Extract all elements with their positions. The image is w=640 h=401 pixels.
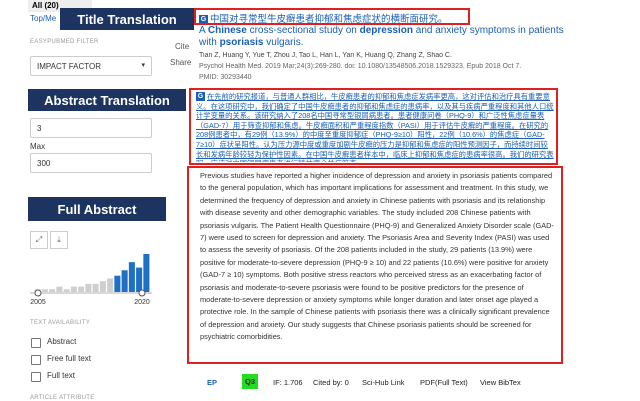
translated-abstract[interactable]: G 在先前的研究报道，与普通人群相比，牛皮癣患者的抑郁和焦虑症发病率更高，这对评估…	[196, 92, 554, 162]
histogram-bar[interactable]	[99, 281, 106, 292]
translated-title-text: 中国对寻常型牛皮癣患者抑郁和焦虑症状的横断面研究。	[210, 14, 448, 25]
histogram: 2005 2020	[30, 254, 152, 306]
histogram-bar[interactable]	[114, 275, 121, 292]
histogram-bar[interactable]	[41, 289, 48, 292]
checkbox[interactable]	[31, 355, 41, 365]
min-value: 3	[37, 124, 42, 133]
histogram-bar[interactable]	[121, 270, 128, 292]
highlight-box	[194, 8, 470, 25]
title-part: A	[199, 25, 208, 36]
translated-title[interactable]: G 中国对寻常型牛皮癣患者抑郁和焦虑症状的横断面研究。	[199, 11, 448, 25]
checkbox-label: Free full text	[47, 354, 92, 363]
title-part: Chinese	[207, 25, 247, 36]
min-input[interactable]: 3	[30, 118, 152, 138]
translated-abstract-text: 在先前的研究报道，与普通人群相比，牛皮癣患者的抑郁和焦虑症发病率更高，这对评估和…	[196, 92, 554, 162]
authors: Tian Z, Huang Y, Yue T, Zhou J, Tao L, H…	[199, 52, 452, 59]
select[interactable]: IMPACT FACTOR ▾	[30, 56, 152, 76]
abstract: Previous studies have reported a higher …	[200, 171, 554, 342]
title-part: cross-sectional study on	[246, 25, 360, 36]
article-attribute-heading: ARTICLE ATTRIBUTE	[30, 395, 95, 401]
filter-heading: EASYPUBMED FILTER	[30, 39, 99, 45]
histogram-bar[interactable]	[78, 286, 85, 292]
download-icon[interactable]: ⤓	[50, 231, 68, 249]
highlight-box	[189, 88, 558, 165]
bibtex-link[interactable]: View BibTex	[480, 378, 521, 387]
histogram-bar[interactable]	[85, 283, 92, 292]
pmid: PMID: 30293440	[199, 74, 252, 81]
histogram-bar[interactable]	[56, 286, 63, 292]
highlight-box	[187, 166, 563, 364]
annotation-label: Title Translation	[60, 8, 194, 30]
title-part: and anxiety symptoms in patients with	[199, 25, 564, 48]
histogram-bar[interactable]	[49, 289, 56, 292]
translate-icon: G	[199, 15, 208, 24]
scihub-link[interactable]: Sci-Hub Link	[362, 378, 405, 387]
histogram-bar[interactable]	[136, 267, 143, 292]
checkbox-label: Full text	[47, 371, 76, 380]
histogram-bar[interactable]	[107, 278, 114, 292]
title-part: depression	[359, 25, 413, 36]
max-input[interactable]: 300	[30, 153, 152, 173]
translate-icon: G	[196, 92, 205, 101]
checkbox[interactable]	[31, 338, 41, 348]
title-part: vulgaris.	[263, 37, 304, 48]
cited-by[interactable]: Cited by: 0	[313, 378, 349, 387]
pdf-link[interactable]: PDF(Full Text)	[420, 378, 468, 387]
histogram-bar[interactable]	[92, 283, 99, 292]
caret: ▾	[141, 62, 145, 69]
slider-handle[interactable]	[34, 289, 42, 297]
ep-button[interactable]: EP	[207, 378, 218, 387]
select-text: IMPACT FACTOR	[37, 62, 102, 71]
quartile-badge: Q3	[242, 374, 259, 389]
annotation-label: Full Abstract	[28, 197, 166, 221]
title-part: psoriasis	[219, 37, 264, 48]
max-label: Max	[30, 142, 46, 151]
range-start: 2005	[30, 299, 46, 306]
impact-factor: IF: 1.706	[273, 378, 303, 387]
histogram-bar[interactable]	[143, 254, 150, 292]
histogram-bar[interactable]	[70, 286, 77, 292]
max-value: 300	[37, 159, 51, 168]
share[interactable]: Share	[170, 58, 192, 67]
annotation-label: Abstract Translation	[28, 89, 186, 111]
tab-sub[interactable]: Top/Me	[30, 14, 57, 23]
cite[interactable]: Cite	[175, 42, 190, 51]
article-title[interactable]: A Chinese cross-sectional study on depre…	[199, 25, 564, 49]
slider-handle[interactable]	[138, 289, 146, 297]
expand-icon[interactable]: ⤢	[30, 231, 48, 249]
histogram-bar[interactable]	[63, 289, 70, 292]
text-availability-heading: TEXT AVAILABILITY	[30, 320, 91, 326]
range-end: 2020	[134, 299, 150, 306]
checkbox-label: Abstract	[47, 337, 77, 346]
checkbox[interactable]	[31, 372, 41, 382]
histogram-bar[interactable]	[128, 262, 135, 292]
citation: Psychol Health Med. 2019 Mar;24(3):269-2…	[199, 63, 522, 70]
